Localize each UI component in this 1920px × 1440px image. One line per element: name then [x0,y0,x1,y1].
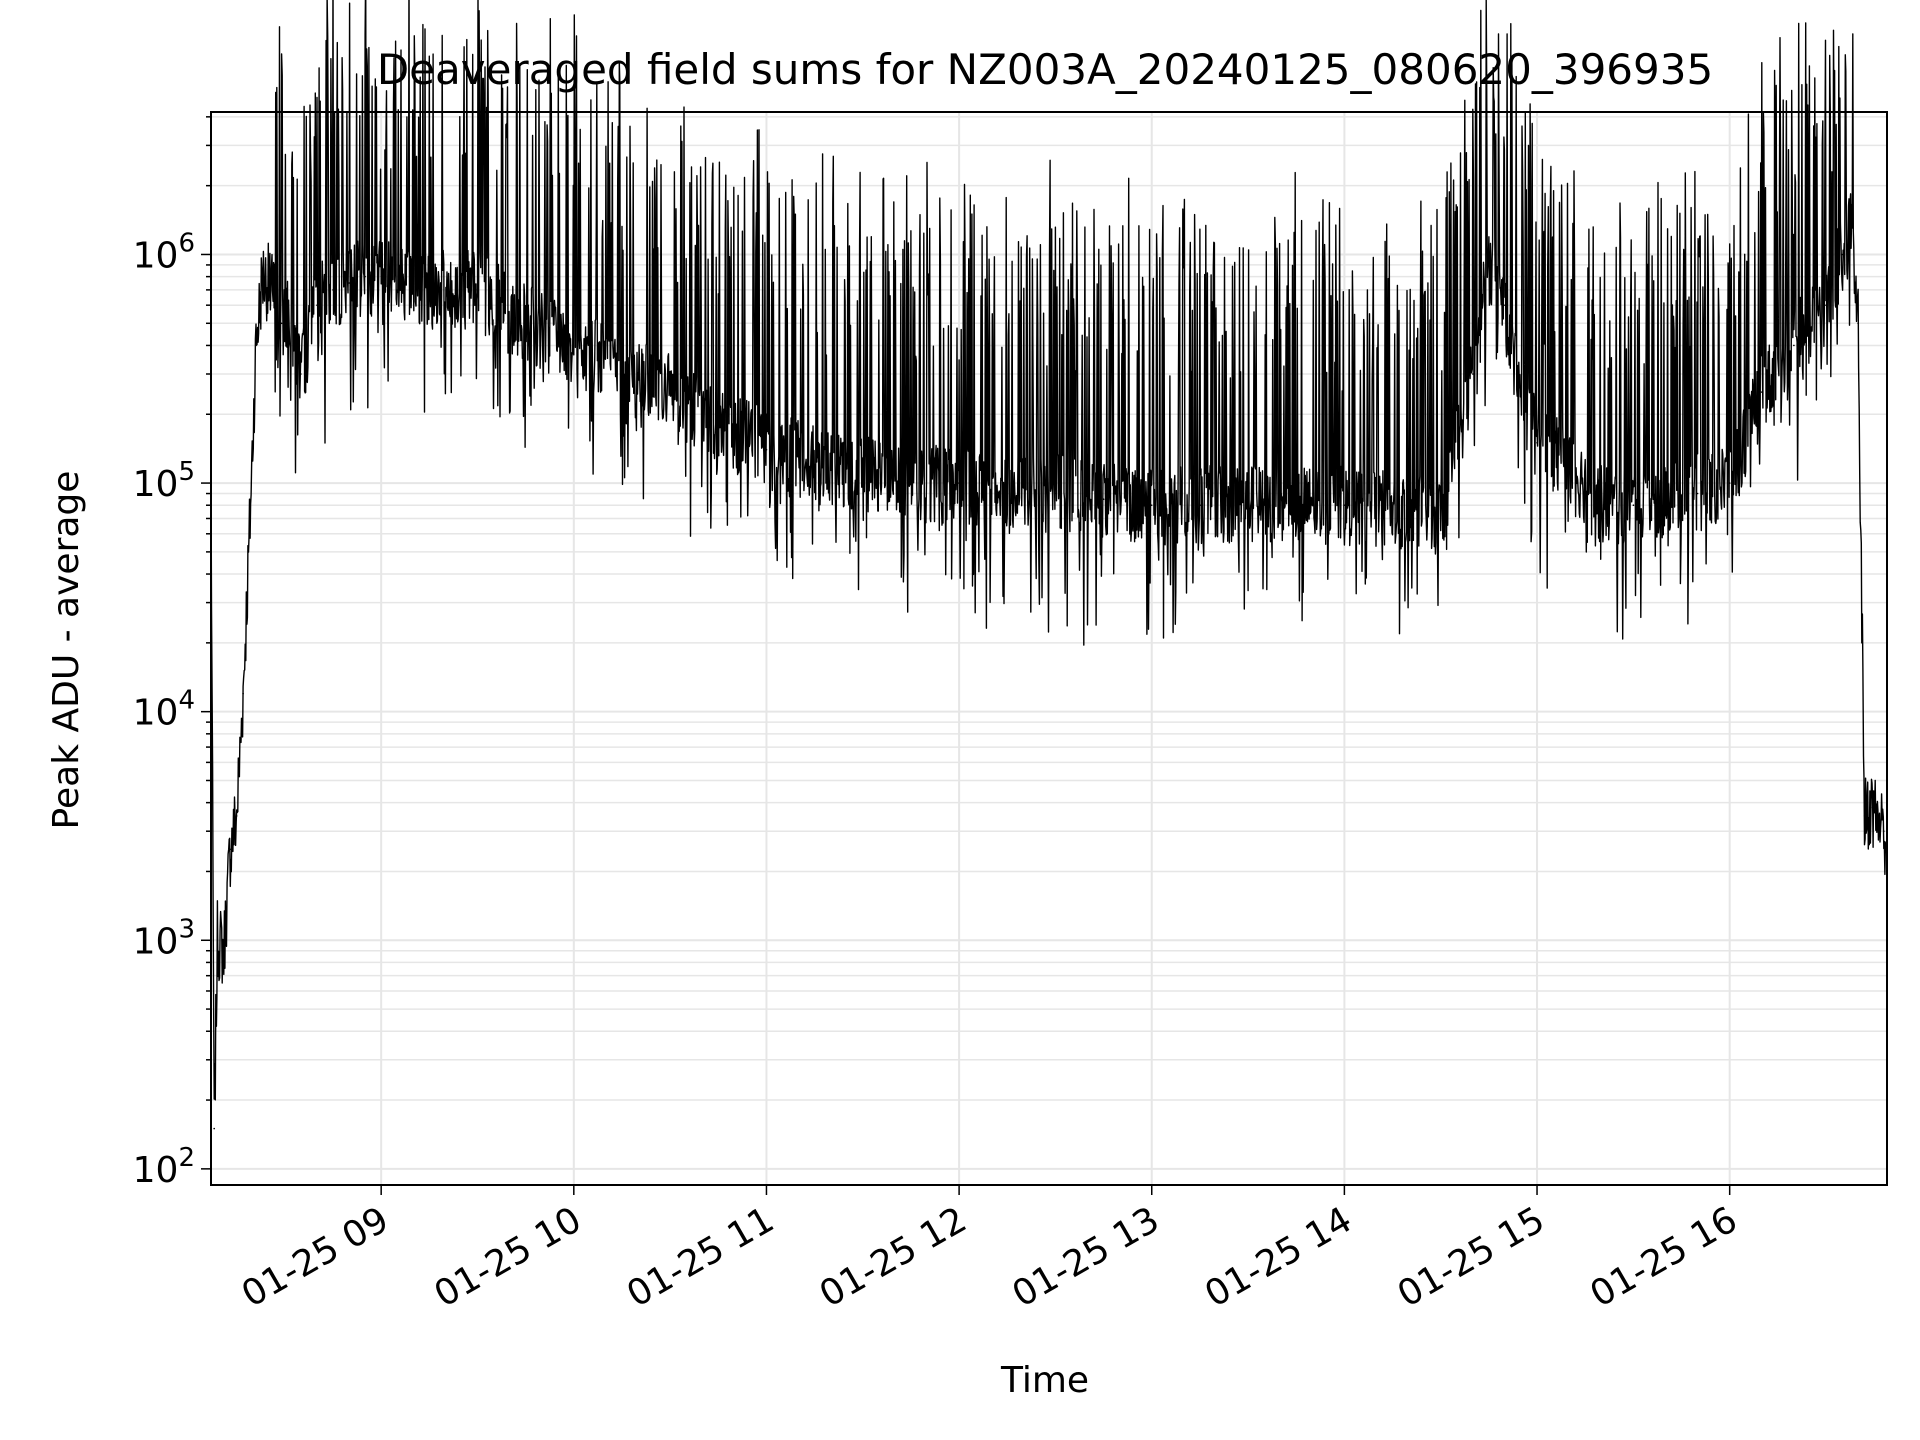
y-tick-label: 106 [133,228,195,276]
data-point [1199,504,1201,507]
data-point [910,482,912,484]
y-tick-label: 104 [133,686,195,734]
data-point [476,289,479,291]
data-point [1568,464,1570,466]
data-point [1520,391,1522,393]
data-point [1343,504,1346,507]
data-point [1696,492,1699,495]
data-point [862,472,864,475]
y-axis-label: Peak ADU - average [46,471,87,830]
data-point [248,533,251,535]
data-point [1504,304,1506,307]
data-point [669,391,671,393]
data-point [1857,322,1859,325]
data-point [242,692,244,695]
y-tick-label: 103 [133,914,195,962]
x-axis-label: Time [1000,1360,1089,1401]
data-point [1472,373,1474,375]
data-point [274,296,277,299]
data-point [1883,830,1885,832]
data-point [428,289,431,291]
data-point [1488,264,1490,266]
data-point [813,464,816,466]
data-point [229,848,232,851]
data-point [1793,344,1795,347]
data-point [213,1127,215,1130]
data-point [1150,504,1153,507]
data-point [223,949,225,952]
data-point [1536,442,1538,444]
data-point [573,344,575,347]
data-point [1439,517,1442,520]
data-point [1825,304,1827,307]
data-point [1102,498,1105,501]
series-line [210,0,1888,1101]
chart-title: Deaveraged field sums for NZ003A_2024012… [377,45,1713,94]
data-point [1863,815,1866,817]
data-point [255,344,257,347]
data-point [1850,227,1853,230]
y-tick-label: 105 [133,457,195,505]
data-point [1600,504,1602,507]
y-tick-label: 102 [133,1143,195,1191]
data-point [717,423,720,426]
data-point [364,275,366,278]
data-point [1664,504,1667,507]
data-point [235,815,238,817]
data-point [348,282,350,284]
data-point [1247,504,1249,507]
data-point [380,275,383,278]
data-point [1295,504,1297,507]
data-point [261,275,264,278]
data-point [1841,253,1843,256]
data-point [287,304,289,307]
data-point [1728,482,1731,484]
data-point [524,322,527,325]
plot-area [210,0,1888,1130]
data-point [1870,806,1872,809]
data-point [1006,492,1009,495]
data-point [316,304,318,307]
data-point [958,482,960,484]
data-point [1876,815,1879,817]
data-point [621,373,623,375]
data-point [1761,391,1763,393]
axes-frame [210,111,1888,1186]
data-point [1632,504,1635,507]
data-point [332,289,334,291]
data-point [268,282,270,284]
data-point [1054,492,1057,495]
data-point [765,448,768,451]
data-point [280,322,283,325]
data-point [1391,510,1394,513]
data-point [300,373,302,375]
data-point [216,939,219,942]
